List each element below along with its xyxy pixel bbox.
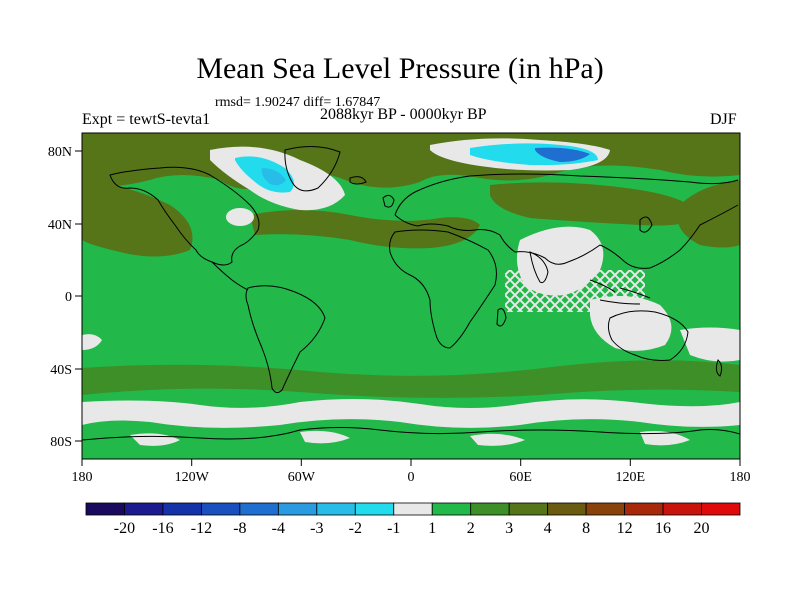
x-tick-label: 180	[730, 470, 751, 485]
field-atlantic-neutral-spot	[226, 208, 254, 226]
colorbar-label: -4	[271, 520, 286, 537]
x-tick-labels: 180 120W 60W 0 60E 120E 180	[72, 470, 751, 485]
colorbar-box	[393, 502, 433, 516]
colorbar	[85, 502, 741, 516]
coast-greenland	[284, 146, 341, 192]
colorbar-label: 4	[543, 520, 552, 537]
colorbar-box	[470, 502, 510, 516]
coast-south-america	[245, 285, 326, 394]
colorbar-box	[585, 502, 625, 516]
field-siberia-negative-core	[535, 147, 590, 162]
experiment-label: Expt = tewtS-tevta1	[82, 111, 211, 128]
colorbar-label: -12	[190, 520, 213, 537]
colorbar-box	[662, 502, 702, 516]
x-tick-label: 0	[408, 470, 415, 485]
field-npacific-positive	[82, 180, 193, 257]
colorbar-label: 1	[428, 520, 437, 537]
rmsd-diff-stats: rmsd= 1.90247 diff= 1.67847	[215, 95, 381, 110]
colorbar-box	[431, 502, 472, 516]
coast-australia	[607, 310, 689, 361]
axis-ticks	[75, 150, 741, 466]
pressure-anomaly-field	[82, 133, 740, 459]
y-tick-labels: 80N 40N 0 40S 80S	[48, 145, 72, 450]
colorbar-box	[124, 502, 164, 516]
colorbar-box	[508, 502, 549, 516]
x-tick-label: 120W	[175, 470, 210, 485]
colorbar-label: 12	[616, 520, 633, 537]
coast-india	[529, 251, 549, 283]
coast-antarctica	[82, 427, 740, 441]
colorbar-box	[201, 502, 241, 516]
colorbar-box	[701, 502, 741, 516]
coast-madagascar	[496, 308, 507, 327]
colorbar-box	[547, 502, 587, 516]
colorbar-label: 8	[582, 520, 591, 537]
coastlines	[82, 146, 740, 441]
field-southern-positive	[82, 360, 740, 398]
colorbar-label: 2	[466, 520, 475, 537]
colorbar-box	[354, 502, 395, 516]
y-tick-label: 80S	[50, 435, 72, 450]
time-period-label: 2088kyr BP - 0000kyr BP	[320, 106, 487, 123]
y-tick-label: 40S	[50, 363, 72, 378]
coast-eurasia	[394, 173, 739, 269]
field-npacific-positive-east	[677, 180, 740, 248]
colorbar-label: -1	[387, 520, 401, 537]
coast-british-isles	[382, 194, 395, 208]
colorbar-box	[316, 502, 356, 516]
coast-africa	[389, 229, 497, 349]
colorbar-label: -20	[113, 520, 136, 537]
y-tick-label: 0	[65, 290, 72, 305]
coast-japan	[639, 216, 653, 233]
x-tick-label: 120E	[616, 470, 646, 485]
field-greenland-negative-core	[261, 168, 286, 186]
field-natlantic-positive	[250, 210, 480, 249]
colorbar-label: -2	[348, 520, 362, 537]
y-tick-label: 40N	[48, 218, 72, 233]
colorbar-label: 3	[505, 520, 514, 537]
map-title: Mean Sea Level Pressure (in hPa)	[196, 52, 604, 85]
x-tick-label: 60W	[288, 470, 316, 485]
field-west-pacific-neutral	[82, 334, 102, 350]
colorbar-label: -16	[152, 520, 174, 537]
coast-north-america	[109, 166, 260, 266]
coast-iceland	[349, 176, 367, 185]
colorbar-box	[624, 502, 664, 516]
field-south-pacific-neutral	[680, 327, 740, 362]
x-tick-label: 60E	[509, 470, 532, 485]
season-label: DJF	[710, 111, 737, 128]
colorbar-box	[277, 502, 318, 516]
colorbar-box	[162, 502, 202, 516]
colorbar-label: -3	[310, 520, 324, 537]
coast-maritime-continent	[589, 279, 651, 305]
colorbar-box	[85, 502, 125, 516]
coast-new-zealand	[715, 359, 723, 377]
field-southern-ocean-neutral	[82, 398, 740, 428]
colorbar-label: -8	[233, 520, 247, 537]
coast-central-america	[211, 261, 249, 291]
colorbar-label: 16	[655, 520, 672, 537]
colorbar-label: 20	[693, 520, 710, 537]
field-asia-positive	[490, 182, 700, 226]
x-tick-label: 180	[72, 470, 93, 485]
colorbar-box	[239, 502, 279, 516]
y-tick-label: 80N	[48, 145, 72, 160]
